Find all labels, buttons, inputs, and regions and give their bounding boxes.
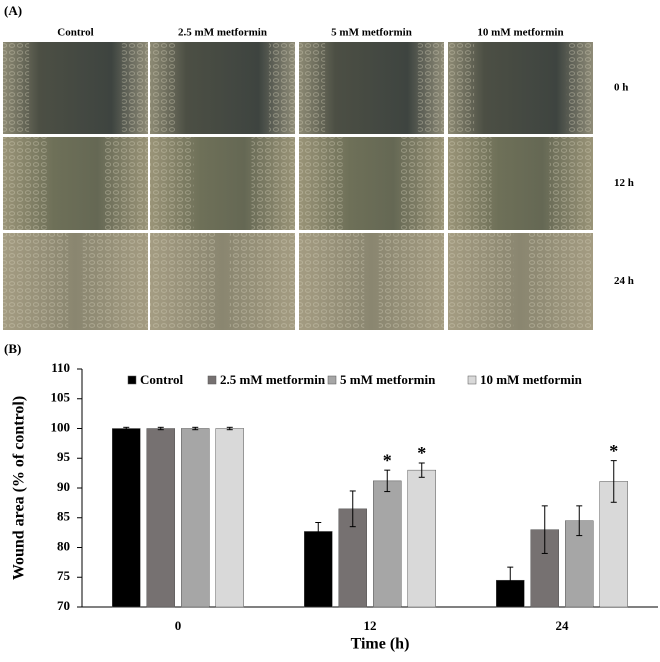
error-bar — [315, 522, 322, 541]
column-label: 2.5 mM metformin — [178, 27, 267, 39]
column-label: Control — [57, 27, 93, 39]
error-bar — [576, 505, 583, 537]
micrograph — [448, 42, 593, 134]
y-tick-label: 85 — [57, 509, 71, 524]
cell-texture — [251, 137, 295, 230]
micrograph — [150, 137, 295, 230]
y-tick-label: 70 — [57, 598, 70, 613]
error-bar — [226, 426, 233, 431]
cell-texture — [378, 233, 444, 330]
cell-texture — [299, 233, 365, 330]
y-tick-label: 75 — [57, 568, 71, 583]
error-bar — [157, 426, 164, 431]
cell-texture — [3, 233, 69, 330]
row-label: 24 h — [614, 275, 634, 287]
micrograph — [299, 137, 444, 230]
cell-texture — [299, 42, 326, 134]
cell-texture — [104, 137, 148, 230]
x-tick-label: 24 — [556, 618, 570, 633]
significance-marker: * — [609, 441, 618, 461]
row-label: 12 h — [614, 177, 634, 189]
error-bar — [541, 505, 548, 554]
cell-texture — [121, 42, 148, 134]
micrograph — [448, 137, 593, 230]
bar — [112, 428, 141, 608]
y-tick-label: 110 — [51, 360, 70, 375]
error-bar — [507, 566, 514, 594]
micrograph — [150, 42, 295, 134]
panel-label: (B) — [4, 341, 21, 356]
legend-swatch — [207, 375, 217, 385]
error-bar — [384, 469, 391, 493]
x-tick-label: 0 — [175, 618, 182, 633]
legend-label: 5 mM metformin — [340, 372, 436, 387]
panel-a: (A) Control 2.5 mM metformin 5 mM metformi… — [3, 3, 634, 330]
row-label: 0 h — [614, 82, 628, 94]
bar — [181, 428, 210, 608]
panel-label: (A) — [4, 3, 22, 18]
micrograph — [3, 233, 148, 330]
micrograph — [299, 42, 444, 134]
cell-texture — [3, 137, 47, 230]
cell-texture — [417, 42, 444, 134]
y-tick-label: 80 — [57, 538, 70, 553]
panel-b: (B) 70 75 80 85 90 95 100 105 110 Wound area (% o… — [4, 341, 658, 653]
error-bar — [192, 426, 199, 431]
x-axis-title: Time (h) — [351, 636, 410, 653]
bar — [407, 469, 436, 608]
cell-texture — [549, 137, 593, 230]
cell-texture — [566, 42, 593, 134]
legend-label: 10 mM metformin — [480, 372, 583, 387]
bar — [146, 428, 175, 608]
error-bar — [349, 490, 356, 528]
error-bar — [610, 460, 617, 503]
cell-texture — [448, 137, 492, 230]
y-axis-title: Wound area (% of control) — [11, 396, 28, 580]
column-label: 10 mM metformin — [477, 27, 563, 39]
cell-texture — [229, 233, 295, 330]
bar — [373, 480, 402, 608]
micrograph — [3, 42, 148, 134]
legend-swatch — [127, 375, 137, 385]
y-tick-label: 100 — [51, 419, 71, 434]
error-bar — [418, 462, 425, 478]
cell-texture — [268, 42, 295, 134]
legend-label: 2.5 mM metformin — [220, 372, 326, 387]
micrograph — [150, 233, 295, 330]
micrograph — [299, 233, 444, 330]
cell-texture — [527, 233, 593, 330]
cell-texture — [150, 42, 177, 134]
cell-texture — [400, 137, 444, 230]
cell-texture — [299, 137, 343, 230]
y-tick-label: 90 — [57, 479, 70, 494]
significance-marker: * — [383, 450, 392, 470]
micrograph — [3, 137, 148, 230]
error-bar — [123, 426, 130, 431]
legend-swatch — [327, 375, 337, 385]
cell-texture — [150, 233, 216, 330]
x-tick-label: 12 — [364, 618, 377, 633]
cell-texture — [448, 233, 514, 330]
legend-swatch — [467, 375, 477, 385]
cell-texture — [82, 233, 148, 330]
legend-label: Control — [140, 372, 183, 387]
micrograph — [448, 233, 593, 330]
column-label: 5 mM metformin — [331, 27, 412, 39]
bar — [304, 531, 333, 608]
cell-texture — [3, 42, 30, 134]
cell-texture — [150, 137, 194, 230]
cell-texture — [448, 42, 475, 134]
bar — [215, 428, 244, 608]
y-tick-label: 95 — [57, 449, 71, 464]
significance-marker: * — [417, 443, 426, 463]
y-tick-label: 105 — [51, 390, 71, 405]
